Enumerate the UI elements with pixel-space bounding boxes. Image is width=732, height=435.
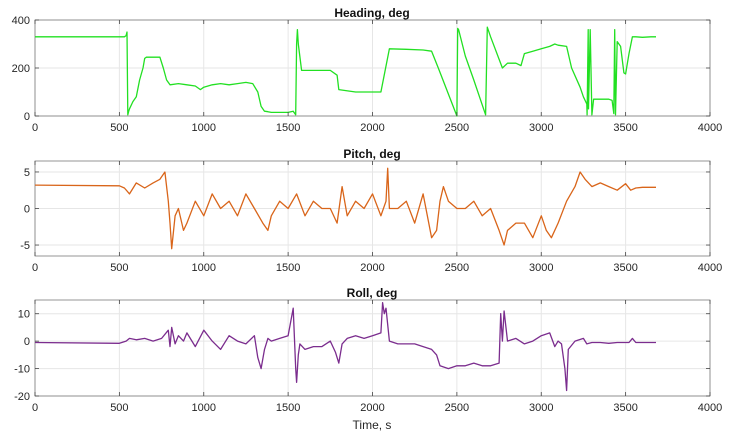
heading-x-tick-label-6: 3000 [529, 122, 553, 134]
roll-y-tick-label-2: 0 [24, 336, 30, 348]
heading-x-tick-label-3: 1500 [276, 122, 300, 134]
roll-x-tick-label-2: 1000 [192, 402, 216, 414]
roll-x-tick-label-0: 0 [32, 402, 38, 414]
heading-x-tick-label-2: 1000 [192, 122, 216, 134]
pitch-y-tick-label-1: 0 [24, 204, 30, 216]
pitch-x-tick-label-8: 4000 [698, 262, 722, 274]
heading-x-tick-label-5: 2500 [445, 122, 469, 134]
roll-x-tick-label-4: 2000 [360, 402, 384, 414]
pitch-plot-title: Pitch, deg [343, 147, 400, 161]
heading-x-tick-label-0: 0 [32, 122, 38, 134]
heading-x-tick-label-4: 2000 [360, 122, 384, 134]
pitch-y-tick-label-2: 5 [24, 167, 30, 179]
roll-y-tick-label-0: -20 [14, 391, 30, 403]
pitch-x-tick-label-1: 500 [110, 262, 128, 274]
roll-plot-xlabel: Time, s [353, 418, 392, 432]
roll-series-line-0 [34, 302, 656, 392]
heading-plot: Heading, deg 0 500 1000 1500 2000 2500 3000 350… [12, 6, 723, 134]
pitch-x-tick-label-3: 1500 [276, 262, 300, 274]
roll-x-tick-label-8: 4000 [698, 402, 722, 414]
heading-plot-title: Heading, deg [334, 6, 409, 20]
heading-y-tick-label-2: 400 [12, 15, 30, 27]
roll-x-tick-label-5: 2500 [445, 402, 469, 414]
pitch-x-tick-label-4: 2000 [360, 262, 384, 274]
roll-x-tick-label-7: 3500 [613, 402, 637, 414]
heading-x-tick-label-8: 4000 [698, 122, 722, 134]
roll-y-tick-label-3: 10 [18, 309, 30, 321]
pitch-x-tick-label-2: 1000 [192, 262, 216, 274]
pitch-series-line-0 [34, 167, 656, 250]
pitch-x-tick-label-0: 0 [32, 262, 38, 274]
heading-y-tick-label-1: 200 [12, 63, 30, 75]
heading-x-tick-label-7: 3500 [613, 122, 637, 134]
heading-x-tick-label-1: 500 [110, 122, 128, 134]
roll-y-tick-label-1: -10 [14, 364, 30, 376]
pitch-x-tick-label-6: 3000 [529, 262, 553, 274]
pitch-x-tick-label-7: 3500 [613, 262, 637, 274]
pitch-plot: Pitch, deg 0 500 1000 1500 2000 2500 3000 3500 4… [20, 147, 722, 274]
heading-y-tick-label-0: 0 [24, 111, 30, 123]
roll-x-tick-label-1: 500 [110, 402, 128, 414]
roll-plot-title: Roll, deg [347, 286, 398, 300]
roll-x-tick-label-6: 3000 [529, 402, 553, 414]
roll-x-tick-label-3: 1500 [276, 402, 300, 414]
heading-series-line-0 [35, 26, 656, 117]
pitch-x-tick-label-5: 2500 [445, 262, 469, 274]
pitch-y-tick-label-0: -5 [20, 240, 30, 252]
roll-plot: Roll, deg Time, s 0 500 1000 1500 2000 2500 30… [14, 286, 722, 432]
